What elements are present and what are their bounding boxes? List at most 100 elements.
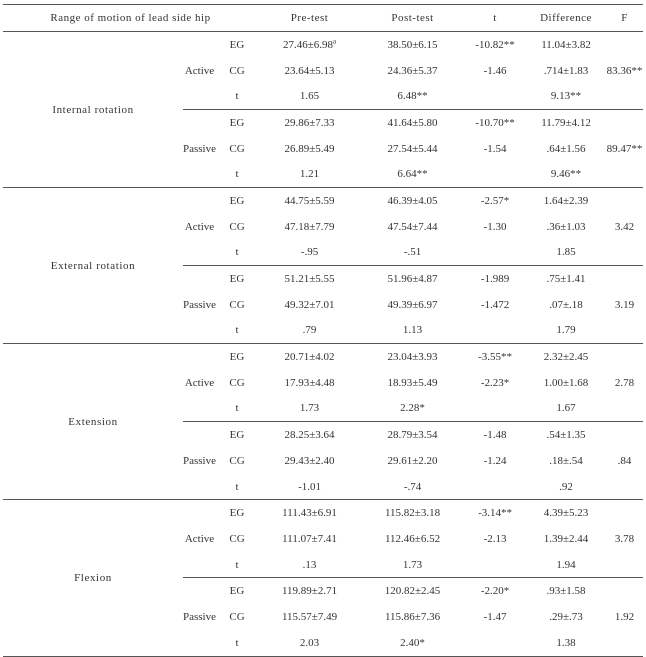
t-value-cell: -1.472: [480, 298, 510, 311]
difference-cell: 9.46**: [526, 161, 607, 189]
group-cell: t: [216, 395, 259, 423]
difference-cell: .93±1.58: [546, 585, 586, 598]
table-row: t .13 1.73 1.94: [3, 551, 643, 579]
t-value-cell: [464, 83, 527, 111]
mode-label: Passive: [183, 109, 216, 189]
difference-cell: .75±1.41: [546, 273, 586, 286]
t-value-cell: -1.48: [483, 429, 507, 442]
group-cell: EG: [229, 351, 245, 364]
difference-cell: 1.67: [526, 395, 607, 423]
pretest-cell: 1.73: [258, 395, 362, 423]
f-value-cell: 89.47**: [606, 109, 644, 189]
t-value-cell: -1.24: [483, 454, 507, 467]
difference-cell: 11.79±4.12: [541, 116, 591, 129]
posttest-cell: 46.39±4.05: [387, 194, 438, 207]
group-cell: EG: [229, 585, 245, 598]
measure-label: Internal rotation: [3, 31, 183, 189]
t-value-cell: -3.14**: [478, 507, 512, 520]
difference-cell: 1.38: [526, 629, 607, 657]
pretest-cell: 23.64±5.13: [284, 64, 335, 77]
pretest-cell: 111.43±6.91: [282, 507, 337, 520]
posttest-cell: -.51: [361, 239, 465, 267]
posttest-cell: 115.86±7.36: [384, 610, 441, 623]
table-row: Passive EG 29.86±7.33 41.64±5.80 -10.70** 11.…: [3, 109, 644, 189]
t-value-cell: -2.13: [483, 532, 507, 545]
t-value-cell: [464, 551, 527, 579]
difference-cell: 1.64±2.39: [543, 194, 589, 207]
group-cell: EG: [229, 38, 245, 51]
table-row: CG 26.89±5.49 27.54±5.44 -1.54 .64±1.56: [3, 136, 643, 162]
table-row: CG 29.43±2.40 29.61±2.20 -1.24 .18±.54: [3, 448, 643, 474]
t-value-cell: -2.23*: [480, 376, 510, 389]
group-cell: t: [216, 551, 259, 579]
difference-cell: 11.04±3.82: [541, 38, 591, 51]
pretest-cell: 51.21±5.55: [284, 273, 335, 286]
posttest-cell: 24.36±5.37: [387, 64, 438, 77]
difference-cell: 1.00±1.68: [543, 376, 589, 389]
posttest-cell: 47.54±7.44: [387, 220, 438, 233]
mode-label: Active: [183, 187, 216, 267]
group-cell: t: [216, 239, 259, 267]
pretest-value: 27.46±6.98: [282, 38, 333, 51]
t-value-cell: [464, 473, 527, 501]
f-value-cell: 3.19: [606, 265, 644, 345]
measure-label: Flexion: [3, 499, 183, 657]
difference-cell: 1.39±2.44: [543, 532, 589, 545]
results-table: Range of motion of lead side hip Pre-tes…: [3, 4, 644, 657]
difference-cell: 9.13**: [526, 83, 607, 111]
pretest-cell: 27.46±6.98a: [258, 32, 361, 58]
posttest-cell: 115.82±3.18: [384, 507, 441, 520]
group-cell: EG: [229, 273, 245, 286]
posttest-cell: 112.46±6.52: [384, 532, 441, 545]
table-row: Flexion Active EG 111.43±6.91 115.82±3.18 -3.…: [3, 499, 644, 657]
pretest-cell: 119.89±2.71: [281, 585, 338, 598]
pretest-cell: 17.93±4.48: [284, 376, 335, 389]
table-row: Passive EG 28.25±3.64 28.79±3.54 -1.48 .54±1.…: [3, 421, 644, 501]
group-cell: CG: [229, 298, 245, 311]
group-cell: CG: [229, 454, 245, 467]
table-row: t 1.65 6.48** 9.13**: [3, 83, 643, 111]
header-f: F: [606, 4, 644, 32]
t-value-cell: [464, 239, 527, 267]
table-row: External rotation Active EG 44.75±5.59 46.39…: [3, 187, 644, 345]
pretest-cell: 29.43±2.40: [284, 454, 335, 467]
posttest-cell: 2.40*: [361, 629, 465, 657]
table-row: CG 23.64±5.13 24.36±5.37 -1.46 .714±1.83: [3, 58, 643, 84]
header-pretest: Pre-test: [258, 4, 362, 32]
t-value-cell: -2.20*: [480, 585, 510, 598]
pretest-cell: 1.21: [258, 161, 362, 189]
posttest-cell: -.74: [361, 473, 465, 501]
difference-cell: 1.94: [526, 551, 607, 579]
difference-cell: .92: [526, 473, 607, 501]
table-row: Extension Active EG 20.71±4.02 23.04±3.93 -3.…: [3, 343, 644, 501]
group-cell: CG: [229, 532, 245, 545]
t-value-cell: -1.54: [483, 142, 507, 155]
measure-label: External rotation: [3, 187, 183, 345]
table-body: Internal rotation Active EG 27.46±6.98a 38.5…: [3, 31, 644, 657]
t-value-cell: -1.46: [483, 64, 507, 77]
measure-label: Extension: [3, 343, 183, 501]
t-value-cell: [464, 395, 527, 423]
posttest-cell: 51.96±4.87: [387, 273, 438, 286]
difference-cell: 4.39±5.23: [543, 507, 589, 520]
posttest-cell: 28.79±3.54: [387, 429, 438, 442]
pretest-cell: .79: [258, 317, 362, 345]
posttest-cell: 1.73: [361, 551, 465, 579]
f-value-cell: .84: [606, 421, 644, 501]
group-cell: EG: [229, 116, 245, 129]
f-value-cell: 2.78: [606, 343, 644, 423]
posttest-cell: 38.50±6.15: [387, 38, 438, 51]
header-difference: Difference: [526, 4, 607, 32]
group-cell: EG: [229, 507, 245, 520]
t-value-cell: -10.70**: [475, 116, 515, 129]
posttest-cell: 41.64±5.80: [387, 116, 438, 129]
table-row: t .79 1.13 1.79: [3, 317, 643, 345]
group-cell: t: [216, 473, 259, 501]
posttest-cell: 2.28*: [361, 395, 465, 423]
difference-cell: .54±1.35: [546, 429, 586, 442]
pretest-cell: 20.71±4.02: [284, 351, 335, 364]
table-row: Passive EG 51.21±5.55 51.96±4.87 -1.989 .75±1…: [3, 265, 644, 345]
posttest-cell: 23.04±3.93: [387, 351, 438, 364]
pretest-cell: 26.89±5.49: [284, 142, 335, 155]
table-row: t -.95 -.51 1.85: [3, 239, 643, 267]
